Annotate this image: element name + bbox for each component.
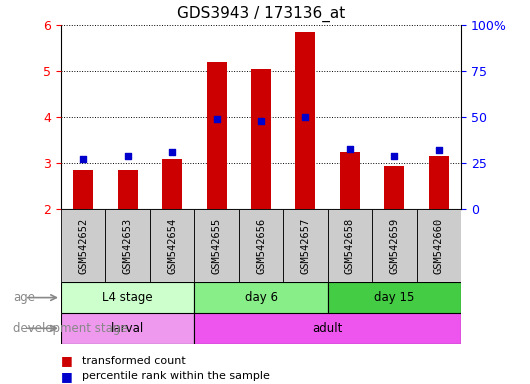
Bar	[429, 156, 449, 209]
Bar	[372, 209, 417, 282]
Point	[390, 153, 399, 159]
Text: ■: ■	[61, 370, 73, 383]
Text: GSM542656: GSM542656	[256, 218, 266, 274]
Bar	[61, 282, 195, 313]
Text: day 15: day 15	[374, 291, 414, 304]
Text: percentile rank within the sample: percentile rank within the sample	[82, 371, 270, 381]
Bar	[118, 170, 138, 209]
Text: GSM542655: GSM542655	[211, 218, 222, 274]
Text: GSM542659: GSM542659	[390, 218, 400, 274]
Point	[257, 118, 266, 124]
Point	[346, 146, 354, 152]
Text: transformed count: transformed count	[82, 356, 186, 366]
Text: L4 stage: L4 stage	[102, 291, 153, 304]
Point	[213, 116, 221, 122]
Text: GSM542654: GSM542654	[167, 218, 177, 274]
Point	[435, 147, 443, 153]
Bar	[195, 282, 328, 313]
Bar	[296, 32, 315, 209]
Bar	[73, 170, 93, 209]
Point	[79, 156, 87, 162]
Text: age: age	[13, 291, 36, 304]
Bar	[105, 209, 150, 282]
Bar	[340, 152, 360, 209]
Text: adult: adult	[313, 322, 343, 335]
Text: GSM542652: GSM542652	[78, 218, 88, 274]
Bar	[283, 209, 328, 282]
Bar	[328, 282, 461, 313]
Bar	[150, 209, 195, 282]
Text: GSM542658: GSM542658	[345, 218, 355, 274]
Bar	[61, 209, 105, 282]
Bar	[417, 209, 461, 282]
Point	[301, 114, 310, 120]
Text: day 6: day 6	[244, 291, 278, 304]
Bar	[61, 313, 195, 344]
Text: development stage: development stage	[13, 322, 128, 335]
Text: larval: larval	[111, 322, 144, 335]
Text: ■: ■	[61, 354, 73, 367]
Bar	[239, 209, 283, 282]
Bar	[251, 69, 271, 209]
Point	[168, 149, 176, 155]
Bar	[195, 313, 461, 344]
Bar	[207, 62, 226, 209]
Title: GDS3943 / 173136_at: GDS3943 / 173136_at	[177, 6, 345, 22]
Bar	[384, 166, 404, 209]
Point	[123, 153, 132, 159]
Bar	[162, 159, 182, 209]
Bar	[328, 209, 372, 282]
Text: GSM542657: GSM542657	[301, 218, 311, 274]
Text: GSM542653: GSM542653	[122, 218, 132, 274]
Bar	[195, 209, 239, 282]
Text: GSM542660: GSM542660	[434, 218, 444, 274]
